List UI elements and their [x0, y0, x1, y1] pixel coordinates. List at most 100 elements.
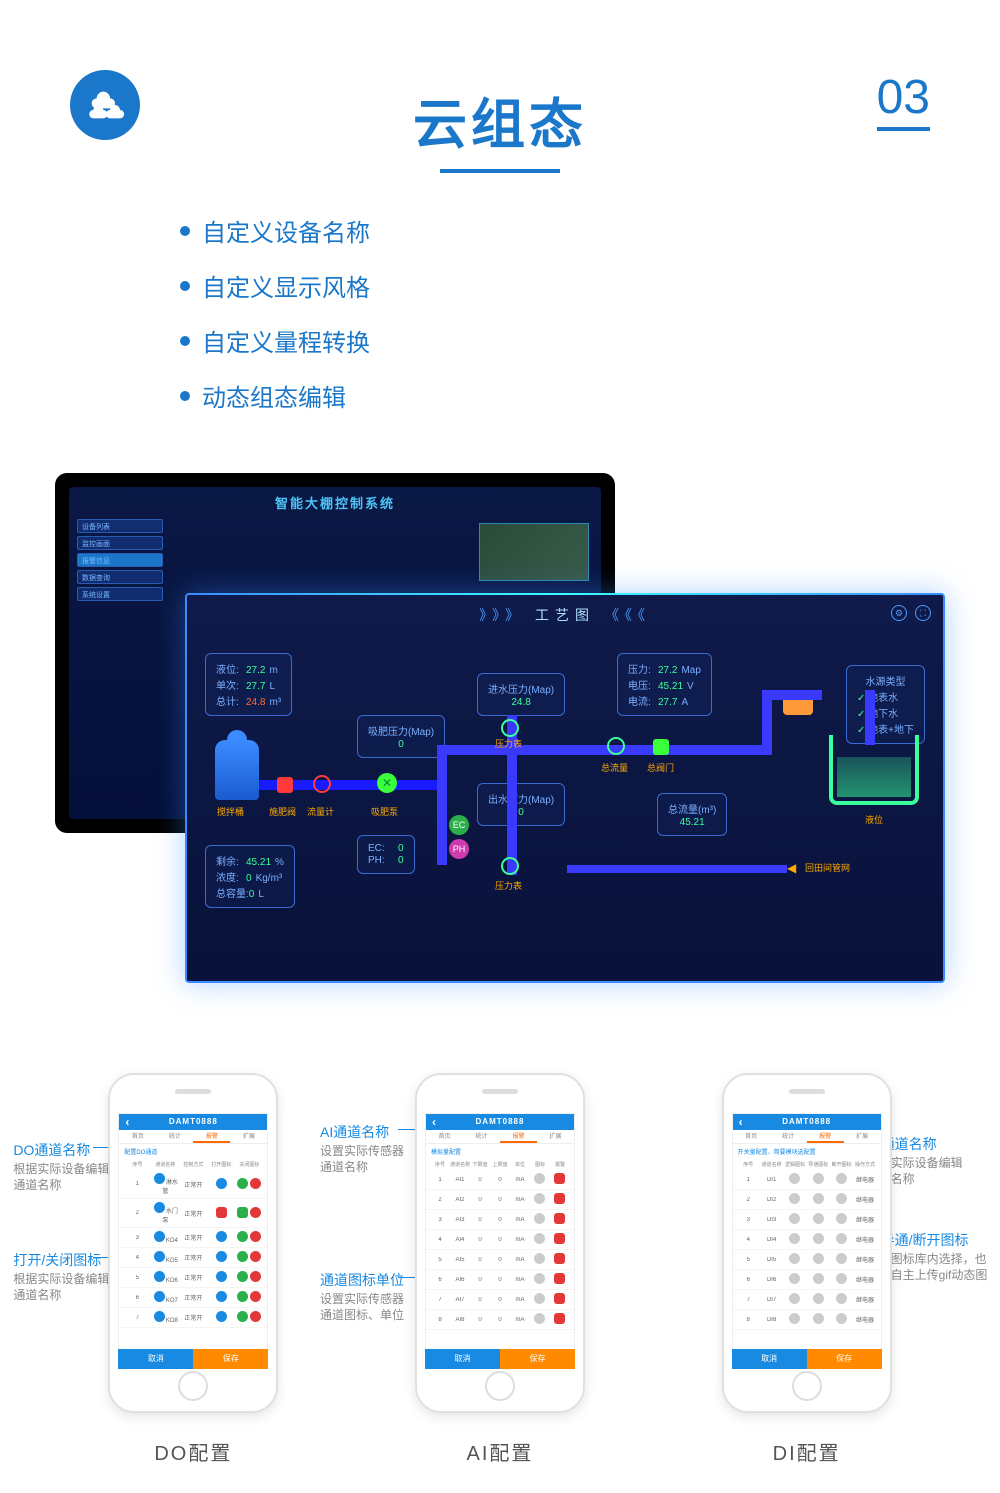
sidebar-item[interactable]: 数据查询 [77, 570, 163, 584]
ec-sensor-icon: EC [449, 815, 469, 835]
cancel-button[interactable]: 取消 [425, 1349, 500, 1369]
section-label: 模拟量配置 [426, 1144, 574, 1159]
table-row[interactable]: 1DI1继电器 [733, 1170, 881, 1190]
phone-tabs: 首页 统计 报警 扩展 [119, 1130, 267, 1144]
phone-titlebar: DAMT0888 [119, 1114, 267, 1130]
phone-tabs: 首页 统计 报警 扩展 [426, 1130, 574, 1144]
valve-icon[interactable] [277, 777, 293, 793]
gauge-icon [501, 719, 519, 737]
phone-do: DO通道名称 根据实际设备编辑 通道名称 打开/关闭图标 根据实际设备编辑 通道… [53, 1073, 333, 1466]
table-row[interactable]: 7DI7继电器 [733, 1290, 881, 1310]
phone-frame: DAMT0888 首页 统计 报警 扩展 开关量配置、简要模块选配置 序号通道名… [722, 1073, 892, 1413]
table-row[interactable]: 3KO4正常开 [119, 1228, 267, 1248]
tab[interactable]: 统计 [770, 1130, 807, 1143]
tab[interactable]: 首页 [119, 1130, 156, 1143]
main-valve-icon[interactable] [653, 739, 669, 755]
header: 云组态 03 [0, 0, 1000, 173]
table-row[interactable]: 3DI3继电器 [733, 1210, 881, 1230]
tab[interactable]: 报警 [193, 1130, 230, 1143]
table-row[interactable]: 2水门泵正常开 [119, 1199, 267, 1228]
table-header: 序号通道名称控制方式打开图标关闭图标 [119, 1159, 267, 1170]
tag-totalflow: 总流量 [601, 761, 628, 774]
table-row[interactable]: 2AI200mA [426, 1190, 574, 1210]
phone-screen: DAMT0888 首页 统计 报警 扩展 模拟量配置 序号通道名称下限值上限值单… [425, 1113, 575, 1369]
sidebar-item[interactable]: 设备列表 [77, 519, 163, 533]
phone-showcase: DO通道名称 根据实际设备编辑 通道名称 打开/关闭图标 根据实际设备编辑 通道… [0, 993, 1000, 1466]
table-row[interactable]: 4AI400mA [426, 1230, 574, 1250]
tab[interactable]: 扩展 [844, 1130, 881, 1143]
table-row[interactable]: 7AI700mA [426, 1290, 574, 1310]
table-row[interactable]: 2DI2继电器 [733, 1190, 881, 1210]
diagram-title: 工艺图 [187, 595, 943, 635]
tank-data-box: 液位:27.2m 单次:27.7L 总计:24.8m³ [205, 653, 292, 716]
suction-pressure-box: 吸肥压力(Map) 0 [357, 715, 445, 758]
sidebar-item[interactable]: 报警信息 [77, 553, 163, 567]
table-row[interactable]: 6DI6继电器 [733, 1270, 881, 1290]
table-row[interactable]: 1淋水管正常开 [119, 1170, 267, 1199]
tab[interactable]: 首页 [426, 1130, 463, 1143]
tablet-sidebar: 设备列表 监控画面 报警信息 数据查询 系统设置 [77, 519, 163, 604]
inlet-pressure-box: 进水压力(Map) 24.8 [477, 673, 565, 716]
gauge-icon [501, 857, 519, 875]
bullet-item: 自定义显示风格 [180, 268, 480, 303]
phone-di: DI通道名称 根据实际设备编辑 通道名称 DI导通/断开图标 可从图标库内选择，… [667, 1073, 947, 1466]
ecph-box: EC:0 PH:0 [357, 835, 415, 874]
pool-icon [829, 735, 919, 805]
page-title: 云组态 [70, 60, 930, 173]
tab[interactable]: 报警 [500, 1130, 537, 1143]
chem-data-box: 剩余:45.21% 浓度:0Kg/m³ 总容量:0L [205, 845, 295, 908]
tag-gauge: 压力表 [495, 879, 522, 892]
settings-icon[interactable]: ⚙ [891, 605, 907, 621]
flow-box: 总流量(m³) 45.21 [657, 793, 727, 836]
flowmeter-icon [313, 775, 331, 793]
save-button[interactable]: 保存 [193, 1349, 268, 1369]
phone-buttons: 取消 保存 [732, 1349, 882, 1369]
pump-icon[interactable] [377, 773, 397, 793]
table-row[interactable]: 6AI600mA [426, 1270, 574, 1290]
feature-bullets: 自定义设备名称 自定义显示风格 自定义量程转换 动态组态编辑 [0, 173, 1000, 413]
ph-sensor-icon: PH [449, 839, 469, 859]
table-row[interactable]: 3AI300mA [426, 1210, 574, 1230]
phone-titlebar: DAMT0888 [426, 1114, 574, 1130]
tag-valve: 施肥阀 [269, 805, 296, 818]
cancel-button[interactable]: 取消 [732, 1349, 807, 1369]
phone-label: DI配置 [667, 1437, 947, 1466]
tablet-showcase: 智能大棚控制系统 设备列表 监控画面 报警信息 数据查询 系统设置 工艺图 ⚙ … [55, 473, 945, 993]
section-label: 配置DO通道 [119, 1144, 267, 1159]
table-row[interactable]: 1AI100mA [426, 1170, 574, 1190]
table-row[interactable]: 5KO6正常开 [119, 1268, 267, 1288]
save-button[interactable]: 保存 [500, 1349, 575, 1369]
table-row[interactable]: 8DI8继电器 [733, 1310, 881, 1330]
phone-buttons: 取消 保存 [425, 1349, 575, 1369]
table-row[interactable]: 4DI4继电器 [733, 1230, 881, 1250]
tab[interactable]: 首页 [733, 1130, 770, 1143]
tag-tank: 搅拌桶 [217, 805, 244, 818]
table-row[interactable]: 7KO8正常开 [119, 1308, 267, 1328]
tab[interactable]: 报警 [807, 1130, 844, 1143]
tag-flow: 流量计 [307, 805, 334, 818]
video-preview[interactable] [479, 523, 589, 581]
cancel-button[interactable]: 取消 [118, 1349, 193, 1369]
table-row[interactable]: 6KO7正常开 [119, 1288, 267, 1308]
table-row[interactable]: 5DI5继电器 [733, 1250, 881, 1270]
outlet-pressure-box: 出水压力(Map) 0 [477, 783, 565, 826]
tank-icon [215, 740, 259, 800]
pipe [762, 695, 772, 755]
table-row[interactable]: 4KO5正常开 [119, 1248, 267, 1268]
page-number: 03 [877, 70, 930, 131]
expand-icon[interactable]: ⛶ [915, 605, 931, 621]
section-label: 开关量配置、简要模块选配置 [733, 1144, 881, 1159]
tab[interactable]: 统计 [156, 1130, 193, 1143]
tab[interactable]: 扩展 [537, 1130, 574, 1143]
table-header: 序号通道名称下限值上限值单位图标报警 [426, 1159, 574, 1170]
bullet-item: 自定义量程转换 [180, 323, 480, 358]
tab[interactable]: 扩展 [230, 1130, 267, 1143]
save-button[interactable]: 保存 [807, 1349, 882, 1369]
phone-label: AI配置 [360, 1437, 640, 1466]
table-row[interactable]: 5AI500mA [426, 1250, 574, 1270]
table-row[interactable]: 8AI800mA [426, 1310, 574, 1330]
sidebar-item[interactable]: 监控画面 [77, 536, 163, 550]
sidebar-item[interactable]: 系统设置 [77, 587, 163, 601]
pipe [567, 865, 787, 873]
tab[interactable]: 统计 [463, 1130, 500, 1143]
